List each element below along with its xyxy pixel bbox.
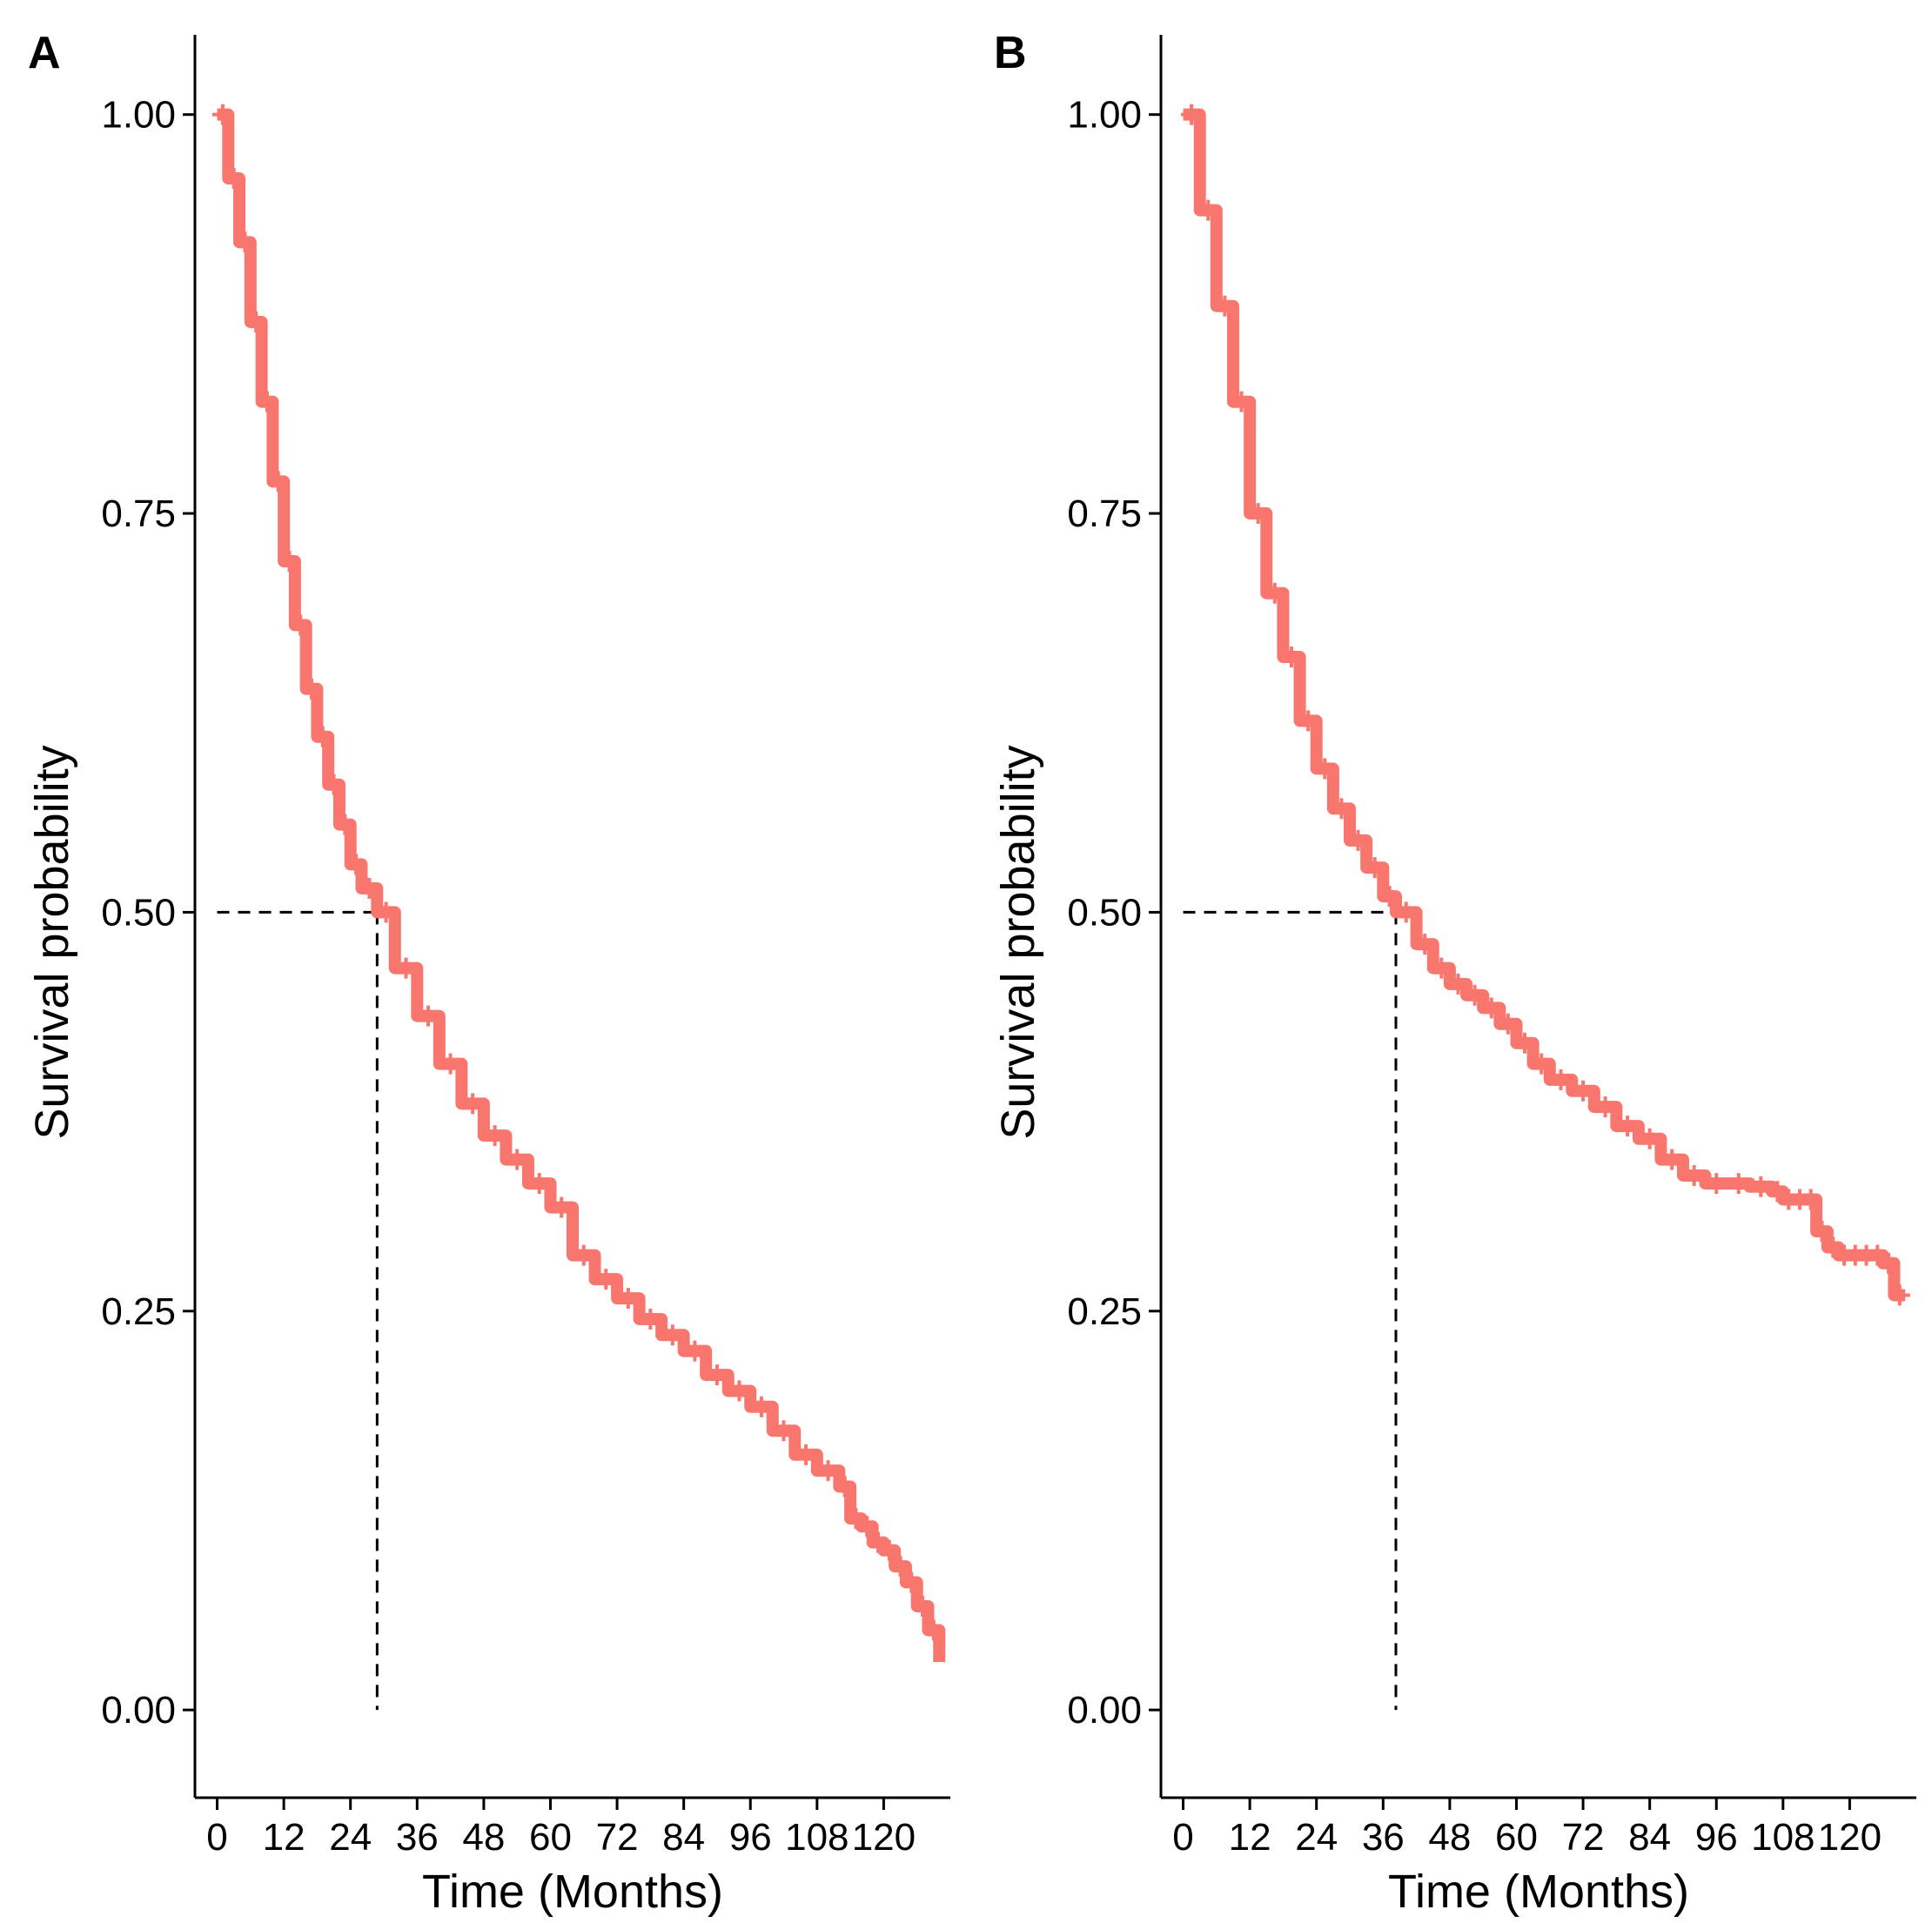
x-tick-label: 12	[263, 1816, 305, 1859]
x-tick-label: 0	[1172, 1816, 1193, 1859]
x-tick-label: 108	[785, 1816, 849, 1859]
survival-curve	[217, 108, 946, 1663]
x-axis-title: Time (Months)	[1388, 1866, 1689, 1918]
y-tick-label: 0.50	[1067, 891, 1142, 934]
x-tick-label: 72	[1562, 1816, 1605, 1859]
x-tick-label: 96	[1695, 1816, 1738, 1859]
x-tick-label: 24	[1295, 1816, 1338, 1859]
y-tick-label: 0.00	[101, 1689, 176, 1732]
x-tick-label: 120	[1818, 1816, 1882, 1859]
x-tick-label: 120	[852, 1816, 916, 1859]
x-tick-label: 84	[1628, 1816, 1671, 1859]
y-tick-label: 0.25	[101, 1290, 176, 1333]
x-tick-label: 72	[596, 1816, 639, 1859]
y-tick-label: 1.00	[1067, 94, 1142, 137]
y-tick-label: 0.25	[1067, 1290, 1142, 1333]
y-tick-label: 1.00	[101, 94, 176, 137]
y-tick-label: 0.75	[101, 492, 176, 535]
x-tick-label: 60	[529, 1816, 572, 1859]
y-tick-label: 0.50	[101, 891, 176, 934]
x-tick-label: 0	[206, 1816, 227, 1859]
panel-b: B 0.00 0.25 0.50 0.75 1.00 0 12 24 36 48 60 72 84 96 10…	[992, 28, 1916, 1918]
y-axis-title: Survival probability	[992, 745, 1044, 1139]
x-tick-label: 108	[1751, 1816, 1815, 1859]
panel-tag: A	[28, 28, 61, 78]
panel-a: A 0.00 0.25 0.50 0.75 1.00 0 12 24 36 48 60 72 84 96 10…	[26, 28, 950, 1918]
x-tick-label: 48	[462, 1816, 505, 1859]
y-axis-title: Survival probability	[26, 745, 78, 1139]
x-tick-label: 12	[1229, 1816, 1271, 1859]
x-tick-label: 60	[1495, 1816, 1538, 1859]
x-tick-label: 24	[329, 1816, 372, 1859]
x-axis-title: Time (Months)	[422, 1866, 723, 1918]
y-tick-label: 0.00	[1067, 1689, 1142, 1732]
panel-tag: B	[994, 28, 1027, 78]
x-tick-label: 48	[1428, 1816, 1471, 1859]
x-tick-label: 36	[396, 1816, 439, 1859]
x-tick-label: 84	[662, 1816, 705, 1859]
x-tick-label: 96	[729, 1816, 772, 1859]
x-tick-label: 36	[1362, 1816, 1405, 1859]
survival-curve	[1183, 108, 1906, 1302]
y-tick-label: 0.75	[1067, 492, 1142, 535]
